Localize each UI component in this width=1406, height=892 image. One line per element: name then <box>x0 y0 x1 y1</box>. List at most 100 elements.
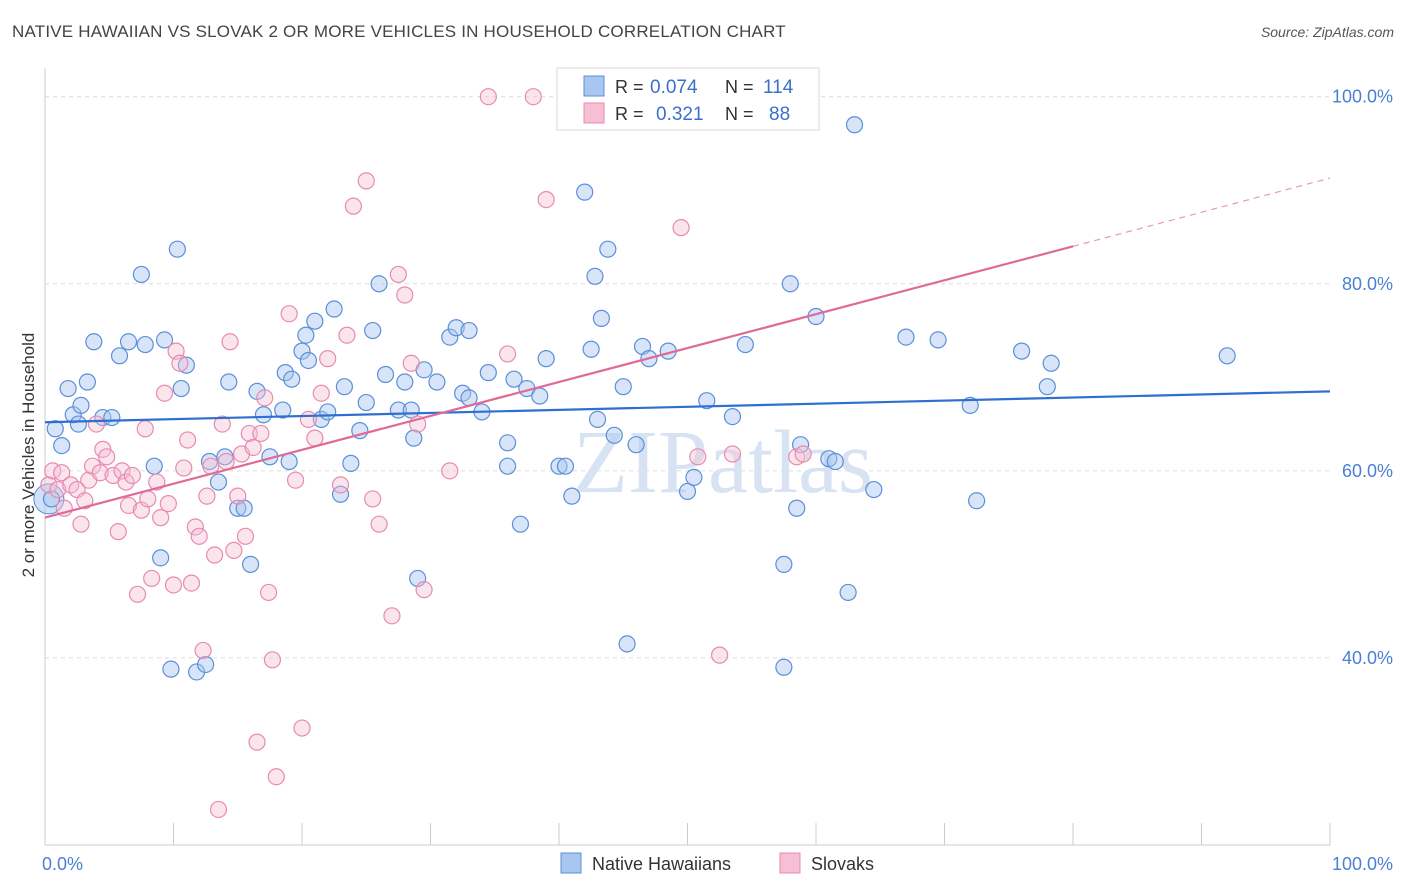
native-hawaiians-point <box>627 436 645 454</box>
native-hawaiians-point <box>961 396 979 414</box>
slovaks-point <box>267 768 285 786</box>
native-hawaiians-point <box>254 406 273 424</box>
bottom-legend-swatch-blue <box>560 852 582 874</box>
native-hawaiians-point <box>505 370 523 388</box>
slovaks-point <box>98 448 116 466</box>
slovaks-point <box>217 452 235 471</box>
slovaks-point <box>209 800 228 819</box>
slovaks-point <box>689 448 707 466</box>
slovaks-point <box>186 518 204 536</box>
axes <box>44 68 1331 846</box>
native-hawaiians-point <box>162 660 180 678</box>
native-hawaiians-point <box>132 265 150 284</box>
native-hawaiians-point <box>897 328 915 346</box>
slovaks-point <box>139 490 157 508</box>
slovaks-point <box>119 496 138 515</box>
legend-n-value-2: 88 <box>769 104 790 125</box>
native-hawaiians-point <box>405 429 423 447</box>
native-hawaiians-point <box>119 333 138 351</box>
native-hawaiians-point <box>319 403 337 421</box>
slovaks-point <box>248 733 266 751</box>
slovaks-point <box>259 583 278 602</box>
native-hawaiians-trend-line <box>44 390 1331 424</box>
native-hawaiians-point <box>42 490 61 508</box>
native-hawaiians-points <box>33 116 1236 681</box>
slovaks-point <box>136 420 154 438</box>
legend-swatch-blue <box>583 75 605 97</box>
native-hawaiians-point <box>220 373 238 391</box>
slovaks-point <box>143 569 161 588</box>
slovaks-point <box>113 462 131 480</box>
y-axis-label: 2 or more Vehicles in Household <box>19 333 38 578</box>
slovaks-points <box>40 88 812 819</box>
slovaks-point <box>175 459 193 477</box>
slovaks-point <box>344 197 362 215</box>
native-hawaiians-point <box>85 333 103 351</box>
slovaks-point <box>109 523 127 541</box>
slovaks-point <box>794 445 812 463</box>
y-tick-label-100: 100.0% <box>1332 87 1393 107</box>
native-hawaiians-point <box>588 410 607 429</box>
native-hawaiians-point <box>775 658 793 676</box>
native-hawaiians-point <box>1218 347 1236 365</box>
native-hawaiians-point <box>599 240 617 258</box>
slovaks-point <box>280 305 298 323</box>
native-hawaiians-point <box>845 116 864 134</box>
native-hawaiians-point <box>1012 342 1031 360</box>
source-credit: Source: ZipAtlas.com <box>1260 24 1394 40</box>
slovaks-point <box>286 471 305 489</box>
slovaks-point <box>49 480 67 499</box>
native-hawaiians-point <box>968 492 986 510</box>
trend-lines <box>44 177 1331 519</box>
slovaks-point <box>117 473 135 491</box>
slovaks-point <box>152 509 170 527</box>
bottom-legend-slovaks: Slovaks <box>811 854 874 874</box>
legend-n-label-2: N = <box>725 104 754 124</box>
native-hawaiians-point <box>618 635 636 653</box>
native-hawaiians-point <box>839 583 857 602</box>
native-hawaiians-point <box>364 321 382 340</box>
native-hawaiians-point <box>1042 354 1060 372</box>
tick-labels: 40.0% 60.0% 80.0% 100.0% 0.0% 100.0% <box>42 87 1393 874</box>
chart-title: NATIVE HAWAIIAN VS SLOVAK 2 OR MORE VEHI… <box>12 22 786 41</box>
slovaks-point <box>364 490 382 508</box>
native-hawaiians-point <box>46 420 64 438</box>
native-hawaiians-point <box>1038 378 1056 396</box>
x-tick-label-0: 0.0% <box>42 854 83 874</box>
native-hawaiians-point <box>293 342 311 360</box>
native-hawaiians-point <box>698 392 716 410</box>
slovaks-point <box>537 190 555 209</box>
slovaks-point <box>53 464 71 482</box>
legend-swatch-pink <box>583 102 605 124</box>
native-hawaiians-point <box>297 326 315 344</box>
slovaks-point <box>244 438 262 457</box>
native-hawaiians-point <box>53 436 71 455</box>
slovaks-point <box>159 494 177 513</box>
slovaks-point <box>194 641 212 660</box>
slovaks-trend-extension <box>1072 177 1331 247</box>
native-hawaiians-point <box>172 379 190 398</box>
slovaks-point <box>263 651 282 669</box>
slovaks-point <box>225 541 243 559</box>
native-hawaiians-point <box>447 319 465 337</box>
legend-r-label-2: R = <box>615 104 644 124</box>
slovaks-point <box>370 515 388 533</box>
native-hawaiians-point <box>614 378 632 396</box>
native-hawaiians-point <box>563 487 581 505</box>
native-hawaiians-point <box>283 370 301 388</box>
native-hawaiians-point <box>736 335 754 354</box>
slovaks-trend-line <box>44 245 1074 519</box>
native-hawaiians-point <box>145 457 163 475</box>
watermark: ZIPatlas <box>573 413 873 512</box>
native-hawaiians-point <box>357 393 375 412</box>
native-hawaiians-point <box>72 396 90 414</box>
bottom-legend-swatch-pink <box>779 852 801 874</box>
slovaks-point <box>331 476 350 494</box>
native-hawaiians-point <box>428 373 446 391</box>
series-legend: Native Hawaiians Slovaks <box>560 852 874 874</box>
slovaks-point <box>179 431 197 449</box>
native-hawaiians-point <box>69 415 88 433</box>
native-hawaiians-point <box>376 365 395 384</box>
native-hawaiians-point <box>152 549 170 567</box>
